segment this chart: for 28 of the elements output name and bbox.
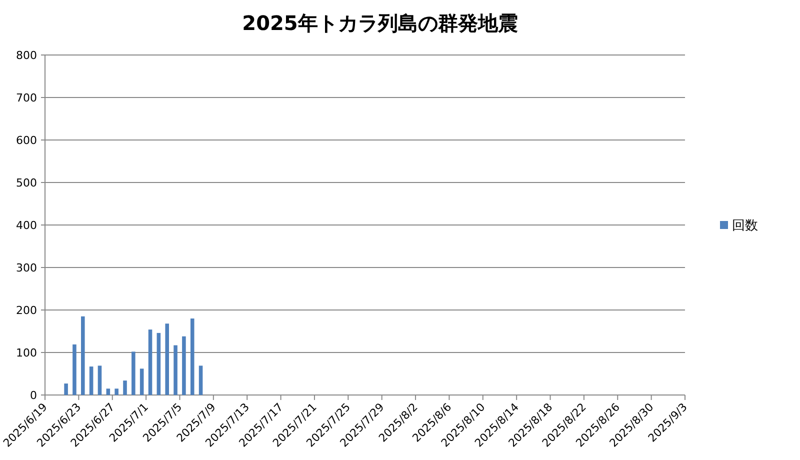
y-tick-label: 200	[16, 304, 37, 317]
bar	[123, 380, 127, 395]
bar	[140, 368, 144, 395]
y-tick-label: 100	[16, 346, 37, 360]
y-tick-label: 0	[30, 388, 37, 402]
bar	[106, 388, 110, 395]
bar	[64, 384, 68, 395]
bar	[98, 366, 102, 395]
y-tick-label: 700	[16, 91, 37, 104]
legend-label: 回数	[732, 218, 758, 234]
y-tick-label: 600	[16, 134, 37, 147]
bar	[174, 345, 178, 395]
bar	[132, 352, 136, 395]
bar	[165, 324, 169, 395]
bar	[156, 332, 161, 395]
bar	[89, 366, 94, 395]
bar	[72, 344, 76, 395]
y-tick-label: 800	[16, 48, 37, 62]
y-tick-label: 500	[16, 176, 37, 190]
bar	[182, 336, 186, 395]
bar	[114, 388, 118, 395]
bar	[148, 330, 152, 395]
bar	[81, 316, 85, 395]
chart-title: 2025年トカラ列島の群発地震	[242, 11, 518, 35]
y-tick-label: 400	[16, 218, 37, 232]
bar	[198, 366, 203, 395]
bar	[190, 318, 194, 395]
y-tick-label: 300	[16, 261, 37, 274]
